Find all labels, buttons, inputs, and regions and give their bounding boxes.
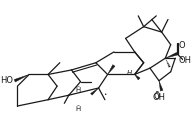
Text: •: •	[103, 92, 107, 97]
Polygon shape	[135, 75, 140, 80]
Polygon shape	[159, 81, 163, 91]
Text: H̄: H̄	[75, 87, 80, 93]
Text: OH: OH	[179, 56, 192, 65]
Text: H̄: H̄	[75, 106, 80, 112]
Text: H: H	[127, 70, 132, 76]
Text: O: O	[179, 41, 185, 50]
Polygon shape	[165, 52, 177, 58]
Text: Ō: Ō	[154, 92, 161, 101]
Text: HO: HO	[0, 76, 13, 85]
Text: OH: OH	[152, 92, 166, 101]
Polygon shape	[91, 88, 98, 95]
Polygon shape	[108, 65, 115, 75]
Polygon shape	[14, 75, 29, 82]
